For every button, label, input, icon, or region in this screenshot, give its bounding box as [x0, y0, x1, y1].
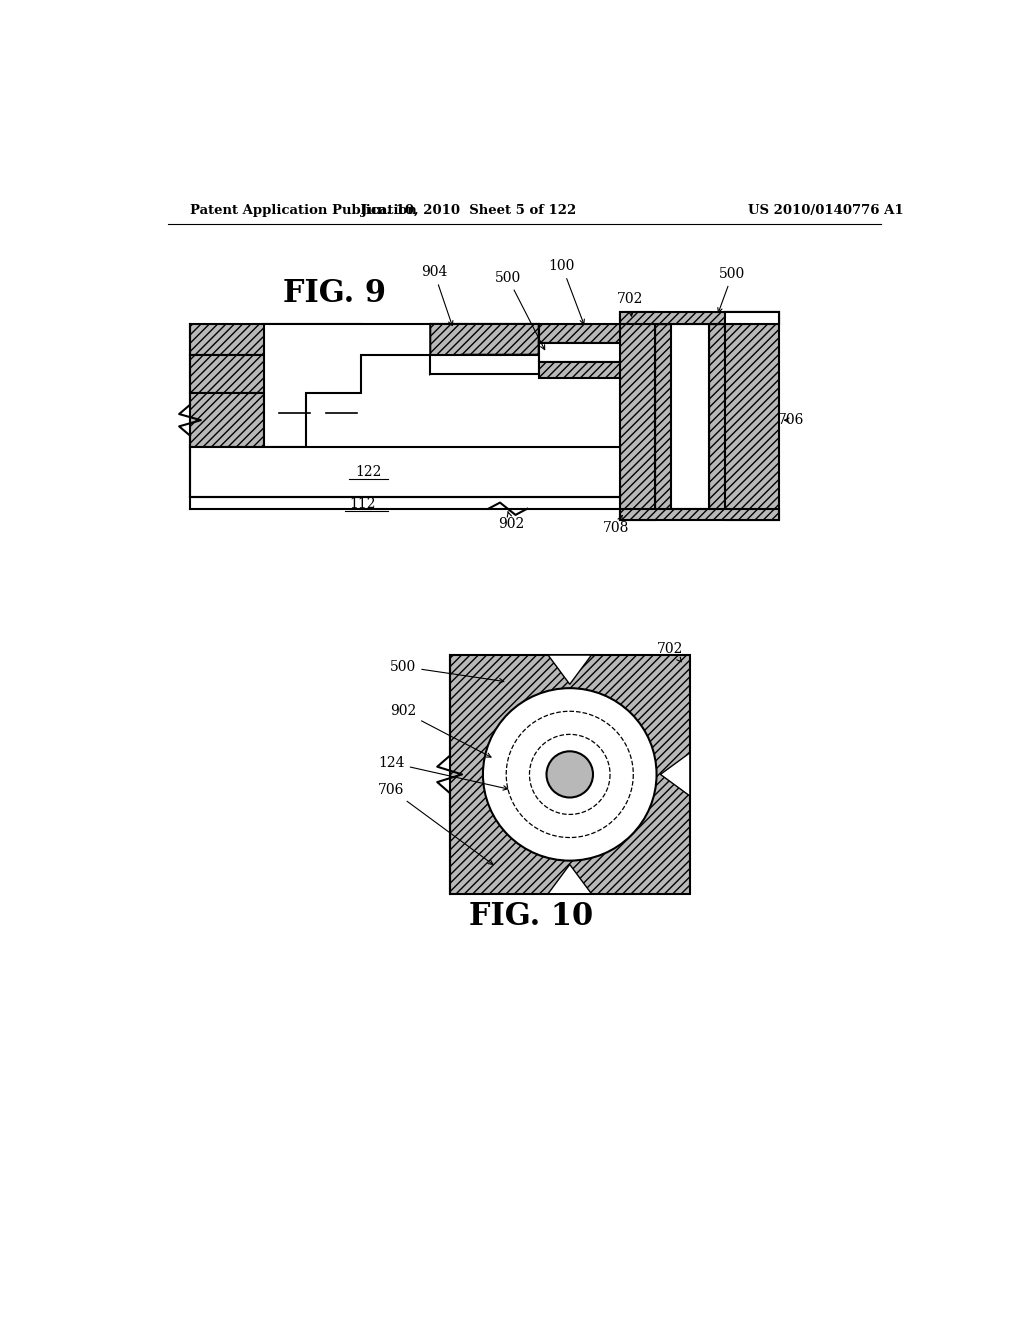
Text: 100: 100: [549, 259, 585, 323]
Polygon shape: [621, 508, 779, 520]
Circle shape: [547, 751, 593, 797]
Circle shape: [483, 688, 656, 861]
Polygon shape: [621, 313, 655, 520]
Text: FIG. 9: FIG. 9: [283, 277, 386, 309]
Text: 902: 902: [390, 705, 492, 758]
Polygon shape: [263, 323, 539, 447]
Text: Patent Application Publication: Patent Application Publication: [190, 205, 417, 218]
Text: 500: 500: [718, 267, 745, 313]
Polygon shape: [190, 447, 621, 498]
Polygon shape: [539, 323, 624, 343]
Polygon shape: [539, 363, 624, 378]
Polygon shape: [190, 355, 306, 393]
Polygon shape: [655, 323, 671, 508]
Text: 902: 902: [499, 512, 524, 531]
Polygon shape: [430, 355, 539, 374]
Text: 702: 702: [617, 292, 643, 315]
Polygon shape: [710, 323, 725, 508]
Text: 708: 708: [603, 516, 630, 535]
Text: Jun. 10, 2010  Sheet 5 of 122: Jun. 10, 2010 Sheet 5 of 122: [361, 205, 577, 218]
Polygon shape: [190, 393, 263, 447]
Polygon shape: [660, 752, 690, 796]
Text: FIG. 10: FIG. 10: [469, 902, 593, 932]
Text: 112: 112: [349, 498, 376, 511]
Text: 904: 904: [421, 265, 453, 326]
Text: 122: 122: [355, 465, 381, 479]
Text: 706: 706: [378, 783, 493, 865]
Text: 500: 500: [390, 660, 504, 682]
Text: 500: 500: [495, 271, 545, 350]
Polygon shape: [621, 313, 779, 323]
Polygon shape: [430, 323, 539, 374]
Polygon shape: [671, 323, 710, 508]
Polygon shape: [725, 313, 779, 520]
Polygon shape: [725, 313, 779, 323]
Polygon shape: [548, 655, 592, 684]
Text: 706: 706: [777, 413, 804, 428]
Text: US 2010/0140776 A1: US 2010/0140776 A1: [748, 205, 903, 218]
Polygon shape: [450, 655, 690, 894]
Polygon shape: [539, 343, 624, 363]
Text: 124: 124: [378, 756, 508, 791]
Polygon shape: [190, 323, 360, 355]
Polygon shape: [548, 865, 592, 894]
Text: 702: 702: [657, 642, 684, 661]
